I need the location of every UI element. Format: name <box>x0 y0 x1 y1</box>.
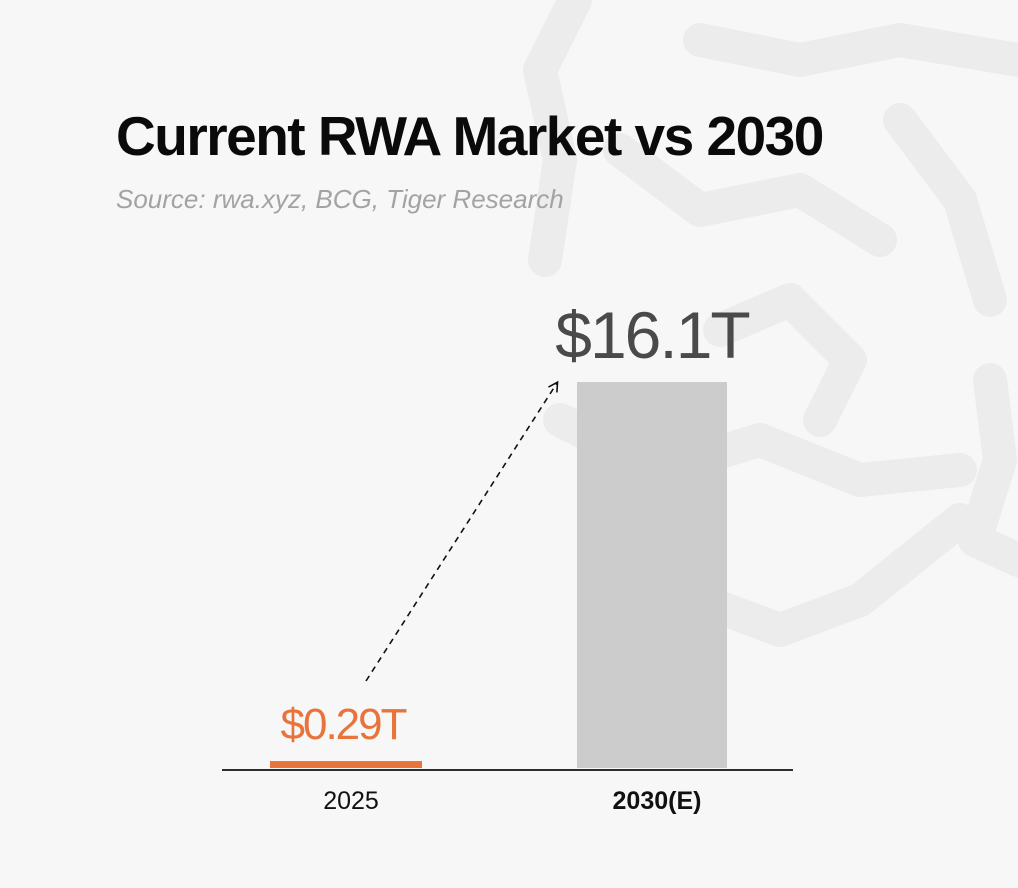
bar-2025 <box>270 761 422 768</box>
growth-arrow <box>365 380 559 682</box>
chart-subtitle: Source: rwa.xyz, BCG, Tiger Research <box>116 184 564 214</box>
category-label: 2025 <box>323 787 379 815</box>
value-label: $16.1T <box>555 298 749 372</box>
category-label: 2030(E) <box>613 787 702 815</box>
chart-title: Current RWA Market vs 2030 <box>116 105 824 167</box>
value-label: $0.29T <box>281 700 407 749</box>
bar-2030-e <box>577 382 727 768</box>
